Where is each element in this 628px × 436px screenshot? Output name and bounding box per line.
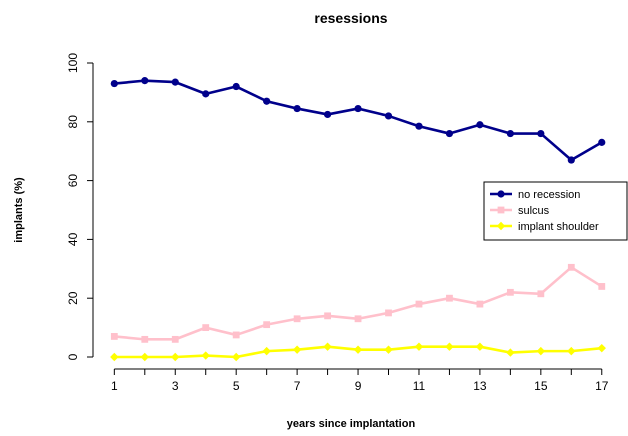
x-tick-label: 3	[172, 379, 179, 393]
legend-label: sulcus	[518, 205, 550, 217]
legend-label: implant shoulder	[518, 221, 599, 233]
x-tick-label: 13	[473, 379, 487, 393]
data-point	[597, 343, 606, 353]
legend-swatch-marker	[497, 190, 505, 198]
data-point	[262, 346, 271, 356]
data-point	[263, 321, 271, 329]
data-point	[354, 104, 362, 113]
data-point	[385, 309, 392, 317]
data-point	[445, 342, 454, 351]
data-point	[231, 352, 241, 362]
data-point	[414, 342, 424, 351]
data-point	[202, 324, 210, 331]
data-point	[446, 294, 453, 302]
series-line	[114, 266, 603, 341]
y-axis-label: implants (%)	[13, 177, 25, 243]
data-point	[567, 156, 575, 164]
data-point	[141, 77, 149, 85]
data-point	[110, 79, 118, 88]
data-point	[202, 90, 210, 98]
series-sulcus	[110, 263, 606, 343]
y-tick-label: 20	[66, 291, 80, 305]
x-tick-label: 17	[595, 379, 609, 393]
series-implant-shoulder	[110, 342, 606, 362]
series-line	[114, 79, 603, 162]
data-point	[506, 129, 514, 138]
y-tick-label: 40	[66, 232, 80, 246]
legend-swatch-marker	[496, 221, 506, 231]
data-point	[537, 129, 545, 138]
chart-title: resessions	[314, 10, 387, 26]
data-point	[232, 331, 240, 339]
data-point	[353, 345, 363, 354]
data-point	[110, 352, 119, 362]
x-tick-label: 5	[233, 379, 240, 393]
data-point	[323, 110, 332, 119]
data-point	[567, 263, 575, 271]
data-point	[293, 315, 301, 323]
legend-swatch-marker	[497, 206, 505, 214]
data-point	[384, 112, 393, 120]
x-tick-label: 9	[355, 379, 362, 393]
data-point	[140, 352, 149, 362]
data-point	[201, 351, 210, 360]
series-no-recession	[110, 77, 606, 164]
series-layer	[110, 77, 606, 362]
data-point	[354, 315, 362, 323]
data-point	[415, 300, 423, 308]
data-point	[293, 104, 301, 113]
y-tick-label: 80	[66, 115, 80, 129]
data-point	[506, 288, 514, 296]
data-point	[171, 335, 179, 343]
data-point	[415, 122, 423, 130]
data-point	[476, 121, 484, 129]
data-point	[110, 333, 118, 340]
data-point	[141, 335, 149, 343]
x-axis: 1 3 5 7 9 11 13 15 17	[111, 368, 609, 393]
data-point	[171, 78, 179, 86]
data-point	[476, 300, 484, 308]
data-point	[475, 342, 485, 351]
x-axis-label: years since implantation	[287, 418, 416, 430]
data-point	[232, 82, 240, 91]
y-tick-label: 60	[66, 174, 80, 188]
x-tick-label: 1	[111, 379, 118, 393]
data-point	[537, 290, 545, 298]
legend-item: sulcus	[490, 205, 550, 217]
x-tick-label: 15	[534, 379, 548, 393]
y-axis: 0 20 40 60 80 100	[66, 53, 94, 360]
y-tick-label: 100	[66, 53, 80, 73]
data-point	[567, 346, 576, 356]
data-point	[598, 283, 606, 290]
data-point	[323, 342, 332, 351]
data-point	[536, 346, 546, 356]
x-tick-label: 11	[413, 379, 426, 393]
data-point	[171, 352, 180, 362]
data-point	[598, 138, 606, 146]
legend-item: implant shoulder	[490, 221, 599, 233]
legend: no recession sulcus implant shoulder	[483, 181, 628, 241]
data-point	[324, 312, 331, 320]
legend-label: no recession	[518, 189, 580, 201]
data-point	[263, 97, 271, 105]
x-tick-label: 7	[294, 379, 301, 393]
data-point	[292, 345, 302, 354]
data-point	[506, 348, 515, 357]
y-tick-label: 0	[66, 353, 80, 360]
data-point	[445, 129, 454, 138]
legend-item: no recession	[490, 189, 580, 201]
data-point	[384, 345, 393, 354]
